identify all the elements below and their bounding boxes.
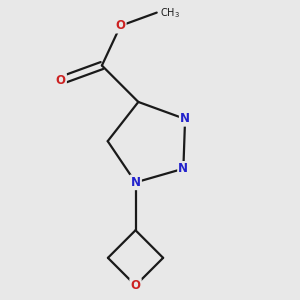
Text: O: O (130, 279, 140, 292)
Text: N: N (130, 176, 140, 189)
Text: N: N (130, 176, 140, 189)
Text: O: O (116, 19, 125, 32)
Text: N: N (180, 112, 190, 125)
Text: CH$_3$: CH$_3$ (160, 6, 180, 20)
Text: O: O (56, 74, 66, 87)
Text: N: N (178, 162, 188, 175)
